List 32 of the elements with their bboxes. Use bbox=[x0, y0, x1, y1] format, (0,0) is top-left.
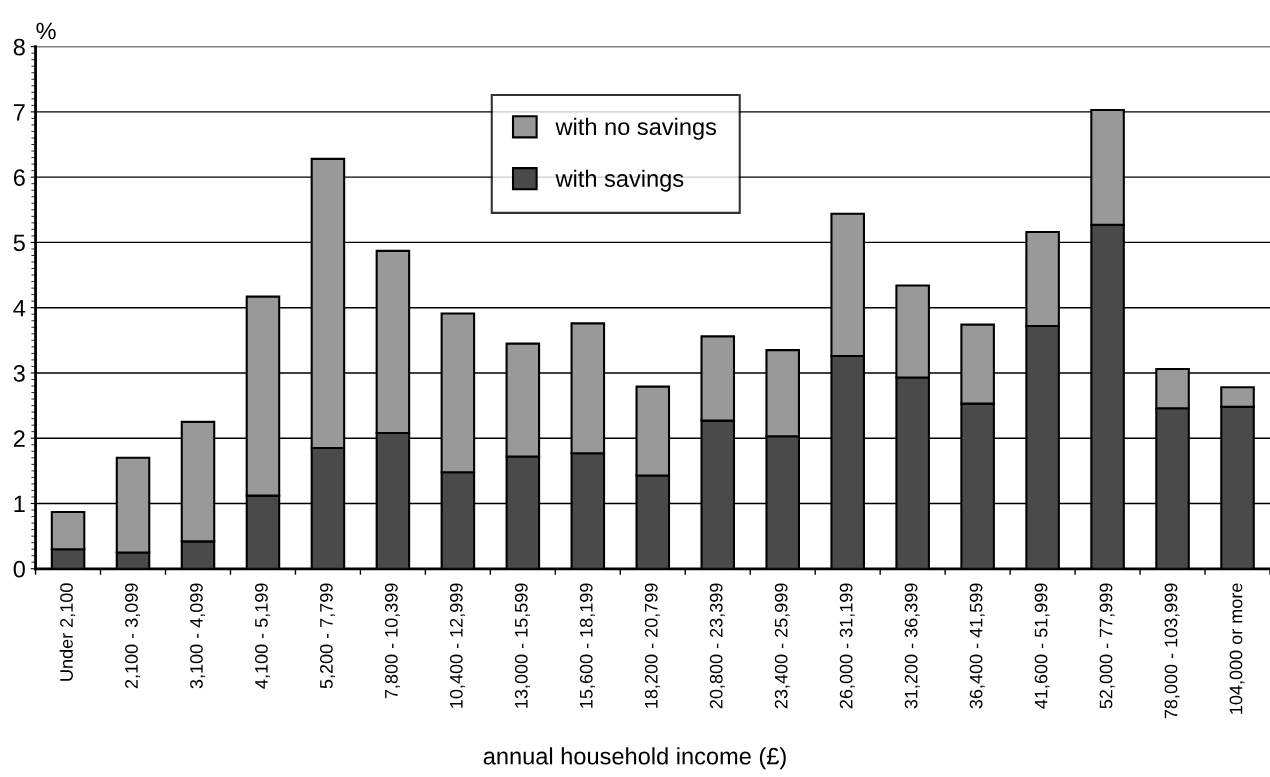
y-tick-label: 6 bbox=[13, 169, 25, 186]
y-tick-label: 2 bbox=[13, 430, 25, 447]
y-tick-label: 3 bbox=[13, 365, 25, 382]
legend-label: with no savings bbox=[555, 117, 717, 140]
x-axis-title: annual household income (£) bbox=[483, 747, 786, 770]
x-tick-label: 5,200 - 7,799 bbox=[319, 583, 335, 689]
x-tick-label: 4,100 - 5,199 bbox=[255, 583, 270, 689]
x-tick-label: 23,400 - 25,999 bbox=[774, 583, 790, 709]
x-tick-label: 7,800 - 10,399 bbox=[384, 583, 400, 699]
y-tick-label: 4 bbox=[13, 300, 26, 317]
x-tick-label: 13,000 - 15,599 bbox=[514, 583, 530, 708]
x-tick-label: 10,400 - 12,999 bbox=[449, 583, 465, 708]
y-tick-label: 8 bbox=[13, 38, 25, 56]
x-tick-label: 41,600 - 51,999 bbox=[1034, 583, 1050, 709]
x-tick-label: 104,000 or more bbox=[1229, 583, 1245, 714]
legend-label: with savings bbox=[555, 169, 684, 192]
x-tick-label: 26,000 - 31,199 bbox=[839, 583, 855, 709]
y-tick-label: 1 bbox=[14, 495, 25, 513]
x-tick-label: 78,000 - 103,999 bbox=[1164, 583, 1180, 719]
y-axis-title: % bbox=[36, 22, 56, 40]
x-tick-label: 15,600 - 18,199 bbox=[579, 583, 595, 708]
x-tick-label: 52,000 - 77,999 bbox=[1099, 583, 1115, 709]
x-tick-label: 20,800 - 23,399 bbox=[709, 583, 725, 709]
y-tick-label: 0 bbox=[13, 560, 25, 578]
y-tick-label: 5 bbox=[13, 234, 25, 252]
x-tick-label: 36,400 - 41,599 bbox=[969, 583, 985, 709]
x-tick-label: 2,100 - 3,099 bbox=[125, 583, 140, 689]
x-tick-label: Under 2,100 bbox=[59, 583, 76, 681]
x-tick-label: 18,200 - 20,799 bbox=[644, 583, 660, 708]
y-tick-label: 7 bbox=[13, 104, 25, 121]
x-tick-label: 31,200 - 36,399 bbox=[904, 583, 920, 709]
x-tick-label: 3,100 - 4,099 bbox=[190, 583, 205, 689]
